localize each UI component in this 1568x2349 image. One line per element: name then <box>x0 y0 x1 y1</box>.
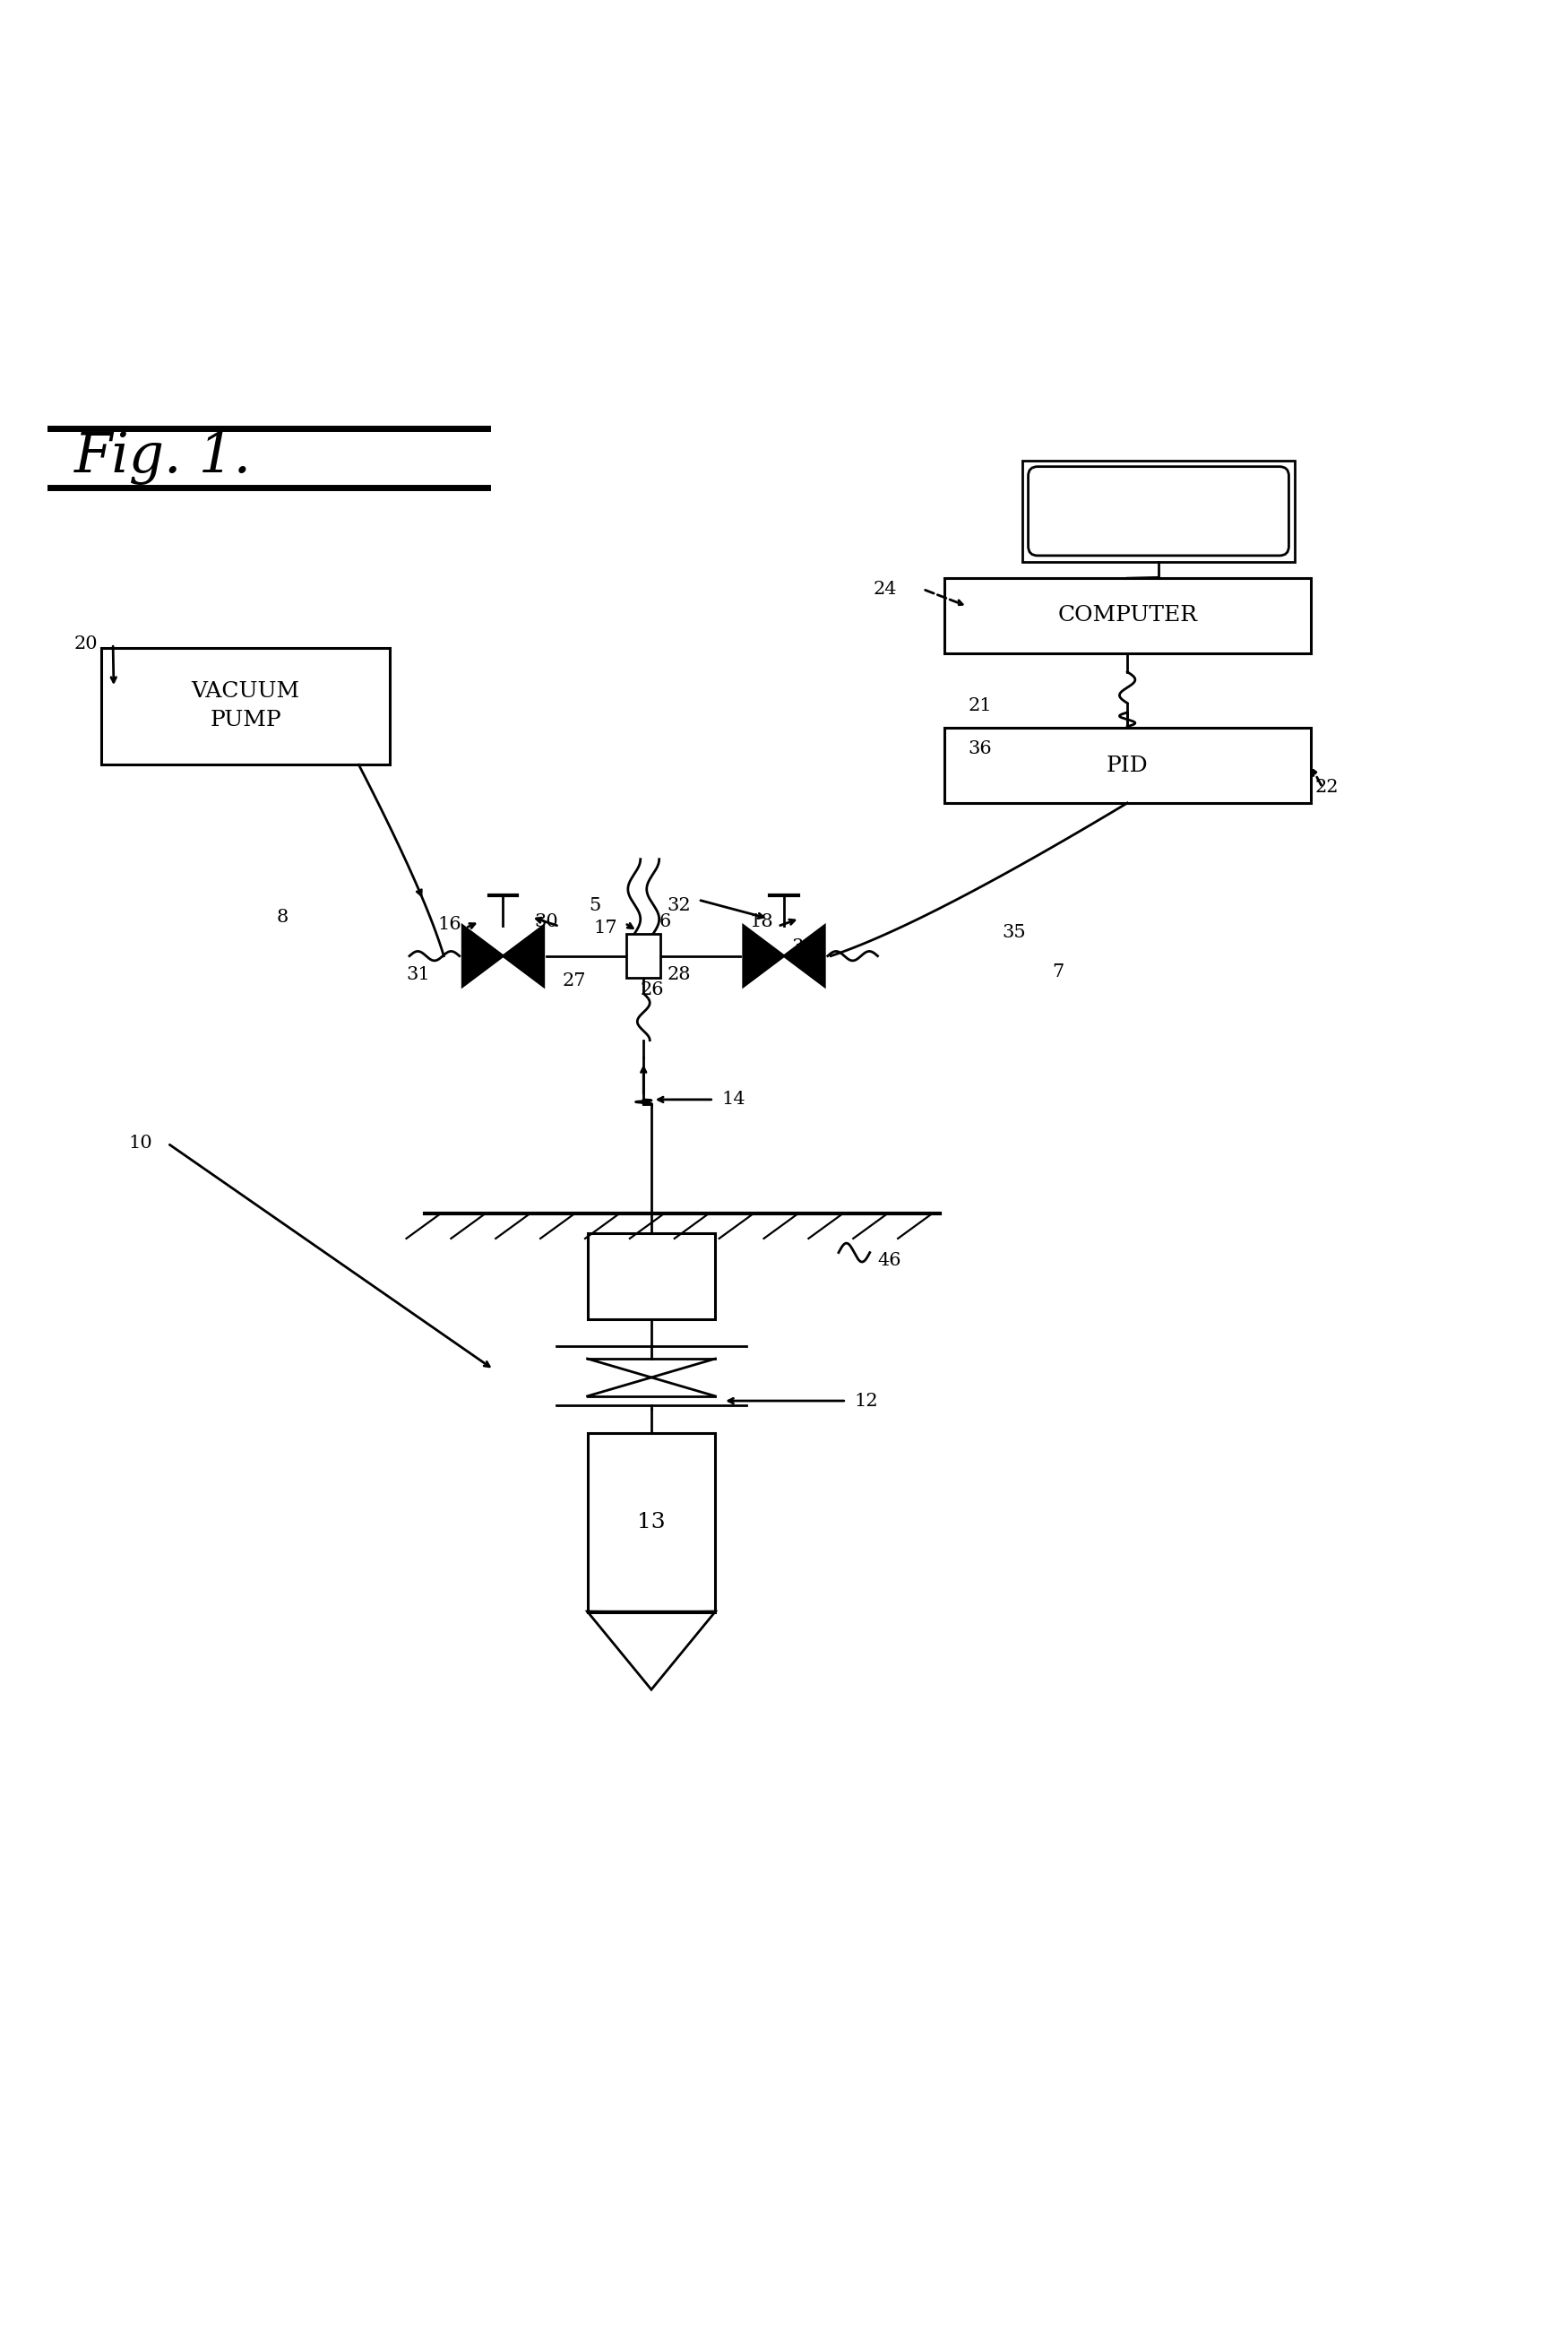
Text: 16: 16 <box>437 916 461 933</box>
Text: 30: 30 <box>535 914 558 930</box>
Bar <box>944 578 1311 653</box>
Text: 26: 26 <box>640 982 665 998</box>
Text: 17: 17 <box>594 918 618 937</box>
Text: 12: 12 <box>855 1393 878 1409</box>
Text: 36: 36 <box>967 740 993 756</box>
Text: 33: 33 <box>792 937 815 956</box>
Text: 21: 21 <box>967 698 993 714</box>
Bar <box>102 648 390 766</box>
Text: 20: 20 <box>74 634 97 653</box>
Polygon shape <box>784 926 825 987</box>
Text: 46: 46 <box>878 1252 902 1268</box>
Text: 31: 31 <box>406 965 430 984</box>
Text: VACUUM
PUMP: VACUUM PUMP <box>191 681 299 731</box>
Text: COMPUTER: COMPUTER <box>1057 606 1198 625</box>
Polygon shape <box>743 926 784 987</box>
Text: 8: 8 <box>278 909 289 926</box>
Bar <box>626 935 660 977</box>
Bar <box>944 728 1311 803</box>
Text: 5: 5 <box>590 897 601 914</box>
Text: 14: 14 <box>721 1090 745 1109</box>
Text: PID: PID <box>1107 756 1148 775</box>
Text: 32: 32 <box>666 897 691 914</box>
Polygon shape <box>503 926 544 987</box>
Text: 13: 13 <box>637 1513 665 1534</box>
Text: 18: 18 <box>750 914 773 930</box>
Text: Fig. 1.: Fig. 1. <box>74 432 251 484</box>
Text: 28: 28 <box>666 965 690 984</box>
Text: 22: 22 <box>1314 780 1339 796</box>
Text: 10: 10 <box>129 1135 152 1151</box>
Text: 7: 7 <box>1052 963 1065 980</box>
Text: 6: 6 <box>659 914 671 930</box>
Text: 35: 35 <box>1002 923 1027 942</box>
Polygon shape <box>463 926 503 987</box>
Bar <box>1022 460 1295 561</box>
Text: 27: 27 <box>563 972 586 989</box>
Bar <box>588 1433 715 1611</box>
Text: 24: 24 <box>873 580 897 597</box>
FancyBboxPatch shape <box>1029 467 1289 557</box>
Bar <box>588 1233 715 1318</box>
